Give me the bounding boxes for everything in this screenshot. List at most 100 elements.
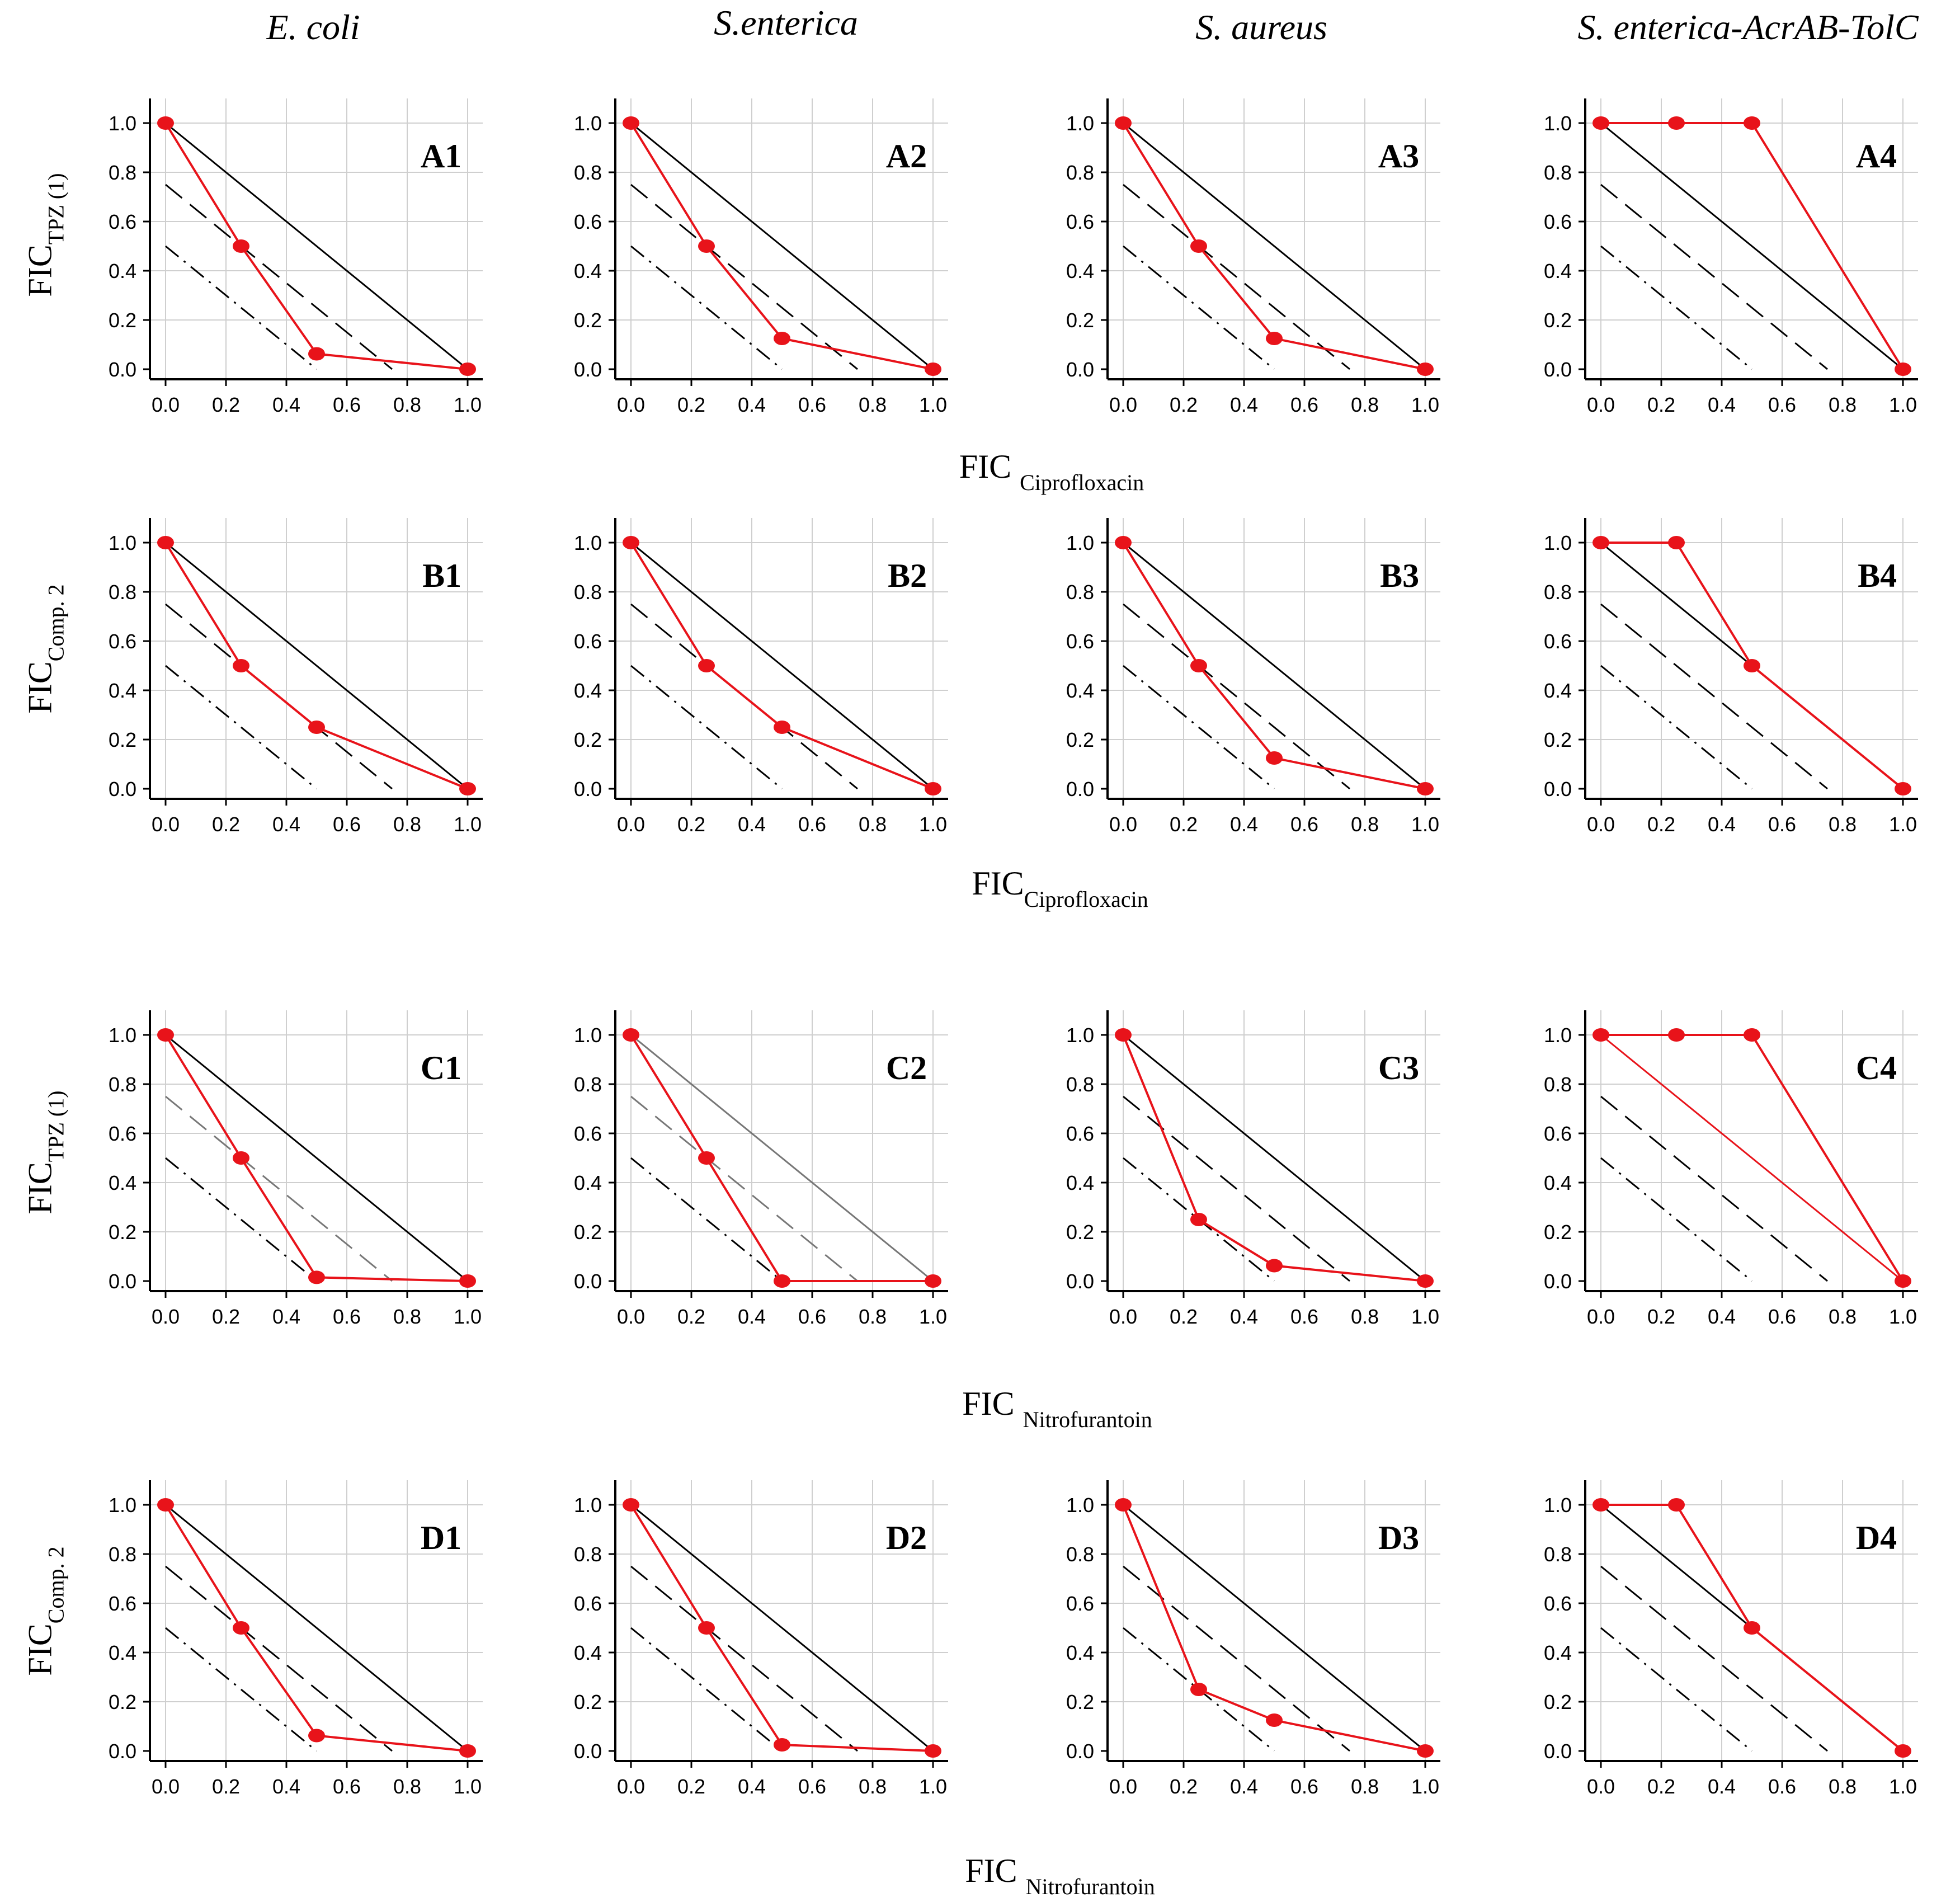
reference-line-0-75	[630, 1095, 858, 1282]
x-tick-label: 0.8	[1351, 1305, 1379, 1328]
data-point	[1593, 116, 1609, 130]
data-series-line	[1601, 122, 1904, 370]
reference-line-0-5	[630, 1157, 783, 1282]
data-point	[1190, 659, 1207, 672]
y-tick-label: 0.6	[1544, 630, 1572, 653]
reference-line-0-5	[1600, 1157, 1752, 1282]
y-tick-label: 1.0	[574, 112, 602, 135]
y-tick-label: 1.0	[109, 1024, 136, 1047]
x-tick-label: 0.8	[1351, 393, 1379, 416]
y-tick-label: 0.4	[1544, 679, 1572, 702]
x-tick-label: 0.6	[798, 393, 826, 416]
x-tick-label: 0.8	[393, 393, 421, 416]
x-tick-label: 0.6	[798, 1305, 826, 1328]
additive-reference-line	[630, 1034, 934, 1282]
y-tick-label: 0.8	[1544, 161, 1572, 184]
additive-reference-line	[165, 1034, 468, 1282]
y-tick-label: 0.6	[574, 1122, 602, 1145]
additive-reference-line	[165, 542, 468, 790]
x-tick-label: 0.8	[859, 1305, 887, 1328]
data-point	[1895, 782, 1911, 795]
additive-reference-line	[1123, 542, 1426, 790]
data-point	[1668, 1498, 1685, 1512]
y-tick-label: 0.0	[574, 1270, 602, 1293]
reference-line-0-5	[165, 1627, 317, 1752]
panel-label-c3: C3	[1378, 1049, 1419, 1086]
reference-line-0-5	[630, 665, 783, 790]
y-tick-label: 1.0	[109, 1494, 136, 1517]
x-tick-label: 0.0	[1109, 1775, 1137, 1798]
data-point	[1744, 1621, 1760, 1635]
y-tick-label: 1.0	[574, 1024, 602, 1047]
data-series-line	[1601, 1034, 1904, 1282]
reference-line-0-75	[1600, 183, 1828, 370]
y-tick-label: 0.6	[1544, 210, 1572, 233]
x-tick-label: 0.0	[1109, 813, 1137, 836]
x-tick-label: 1.0	[1411, 393, 1439, 416]
x-tick-label: 1.0	[454, 1775, 482, 1798]
x-tick-label: 0.0	[1587, 813, 1615, 836]
data-point	[698, 659, 715, 672]
x-tick-label: 0.6	[1768, 393, 1796, 416]
x-tick-label: 1.0	[454, 393, 482, 416]
y-tick-label: 0.4	[1066, 679, 1094, 702]
data-point	[308, 1729, 325, 1743]
reference-line-0-5	[1600, 1627, 1752, 1752]
reference-line-0-75	[1600, 1565, 1828, 1752]
y-tick-label: 0.6	[109, 1592, 136, 1615]
x-tick-label: 1.0	[1889, 813, 1917, 836]
x-tick-label: 0.0	[617, 1775, 645, 1798]
data-point	[623, 1498, 639, 1512]
reference-line-0-75	[165, 183, 393, 370]
x-tick-label: 0.4	[1708, 1305, 1736, 1328]
panel-b1: 0.0 0.0 0.2 0.2 0.4 0.4 0.6 0.6 0.8 0.8 1.0 1.0 B1	[109, 518, 483, 836]
x-tick-label: 0.6	[1290, 813, 1318, 836]
x-tick-label: 0.4	[738, 813, 766, 836]
panel-d1: 0.0 0.0 0.2 0.2 0.4 0.4 0.6 0.6 0.8 0.8 1.0 1.0 D1	[109, 1480, 483, 1798]
data-point	[233, 1151, 249, 1165]
panel-label-c2: C2	[886, 1049, 927, 1086]
reference-line-0-75	[1123, 603, 1350, 790]
additive-reference-line	[630, 1504, 934, 1752]
x-tick-label: 0.0	[1587, 1775, 1615, 1798]
panel-label-d3: D3	[1378, 1519, 1419, 1556]
data-point	[1417, 1744, 1434, 1758]
y-tick-label: 0.6	[1066, 1592, 1094, 1615]
data-point	[1895, 362, 1911, 376]
x-tick-label: 1.0	[454, 813, 482, 836]
data-series-line	[1122, 542, 1426, 790]
x-tick-label: 0.2	[677, 1305, 705, 1328]
panel-b4: 0.0 0.0 0.2 0.2 0.4 0.4 0.6 0.6 0.8 0.8 1.0 1.0 B4	[1544, 518, 1918, 836]
data-point	[1744, 1028, 1760, 1042]
x-tick-label: 0.6	[1768, 1305, 1796, 1328]
y-tick-label: 0.8	[109, 581, 136, 604]
data-series-line	[164, 122, 468, 370]
data-point	[774, 1274, 790, 1288]
y-tick-label: 1.0	[574, 1494, 602, 1517]
x-tick-label: 0.4	[1708, 1775, 1736, 1798]
x-tick-label: 0.4	[1230, 393, 1258, 416]
x-tick-label: 0.0	[152, 393, 180, 416]
x-tick-label: 1.0	[1411, 1775, 1439, 1798]
y-tick-label: 0.4	[109, 1641, 136, 1664]
y-tick-label: 1.0	[1066, 1494, 1094, 1517]
y-tick-label: 0.2	[1066, 1691, 1094, 1713]
panel-d4: 0.0 0.0 0.2 0.2 0.4 0.4 0.6 0.6 0.8 0.8 1.0 1.0 D4	[1544, 1480, 1918, 1798]
data-point	[1266, 1713, 1283, 1727]
y-tick-label: 0.0	[1544, 778, 1572, 801]
data-point	[459, 1744, 476, 1758]
panel-d3: 0.0 0.0 0.2 0.2 0.4 0.4 0.6 0.6 0.8 0.8 1.0 1.0 D3	[1066, 1480, 1440, 1798]
x-tick-label: 0.0	[152, 1775, 180, 1798]
y-tick-label: 1.0	[1544, 1494, 1572, 1517]
y-tick-label: 0.6	[574, 1592, 602, 1615]
panel-label-d2: D2	[886, 1519, 927, 1556]
y-tick-label: 0.2	[1544, 1221, 1572, 1244]
data-point	[698, 1151, 715, 1165]
y-tick-label: 0.8	[1544, 581, 1572, 604]
y-tick-label: 0.8	[574, 161, 602, 184]
x-tick-label: 0.2	[1170, 1775, 1198, 1798]
x-tick-label: 0.0	[617, 813, 645, 836]
x-tick-label: 0.0	[152, 813, 180, 836]
y-tick-label: 0.4	[109, 260, 136, 283]
